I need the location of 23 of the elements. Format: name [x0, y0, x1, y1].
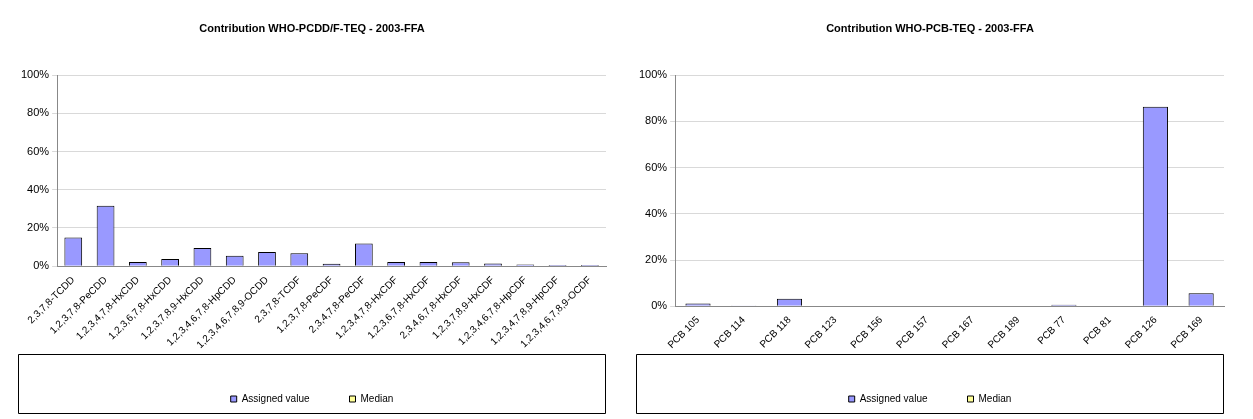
y-tick-label: 0%	[651, 299, 668, 312]
y-tick-label: 100%	[638, 68, 668, 81]
chart-title: Contribution WHO-PCB-TEQ - 2003-FFA	[826, 21, 1034, 34]
legend-label: Median	[978, 392, 1012, 404]
x-tick-label: PCB 123	[802, 313, 839, 351]
y-tick-label: 20%	[27, 220, 50, 233]
y-tick-label: 0%	[33, 259, 50, 272]
legend-label: Median	[360, 392, 394, 404]
y-tick-label: 60%	[27, 144, 50, 157]
y-tick-label: 40%	[645, 206, 668, 219]
y-tick-label: 80%	[645, 114, 668, 127]
y-tick-label: 60%	[645, 160, 668, 173]
y-tick-label: 80%	[27, 106, 50, 119]
x-tick-label: PCB 126	[1122, 313, 1160, 351]
x-tick-label: PCB 189	[985, 313, 1022, 351]
legend-label: Assigned value	[859, 392, 928, 404]
chart-title: Contribution WHO-PCDD/F-TEQ - 2003-FFA	[199, 21, 425, 34]
y-tick-label: 20%	[645, 253, 668, 266]
y-tick-label: 40%	[27, 182, 50, 195]
y-tick-label: 100%	[20, 68, 50, 81]
x-tick-label: PCB 167	[939, 313, 977, 351]
legend-label: Assigned value	[241, 392, 310, 404]
x-tick-label: PCB 81	[1080, 313, 1114, 347]
